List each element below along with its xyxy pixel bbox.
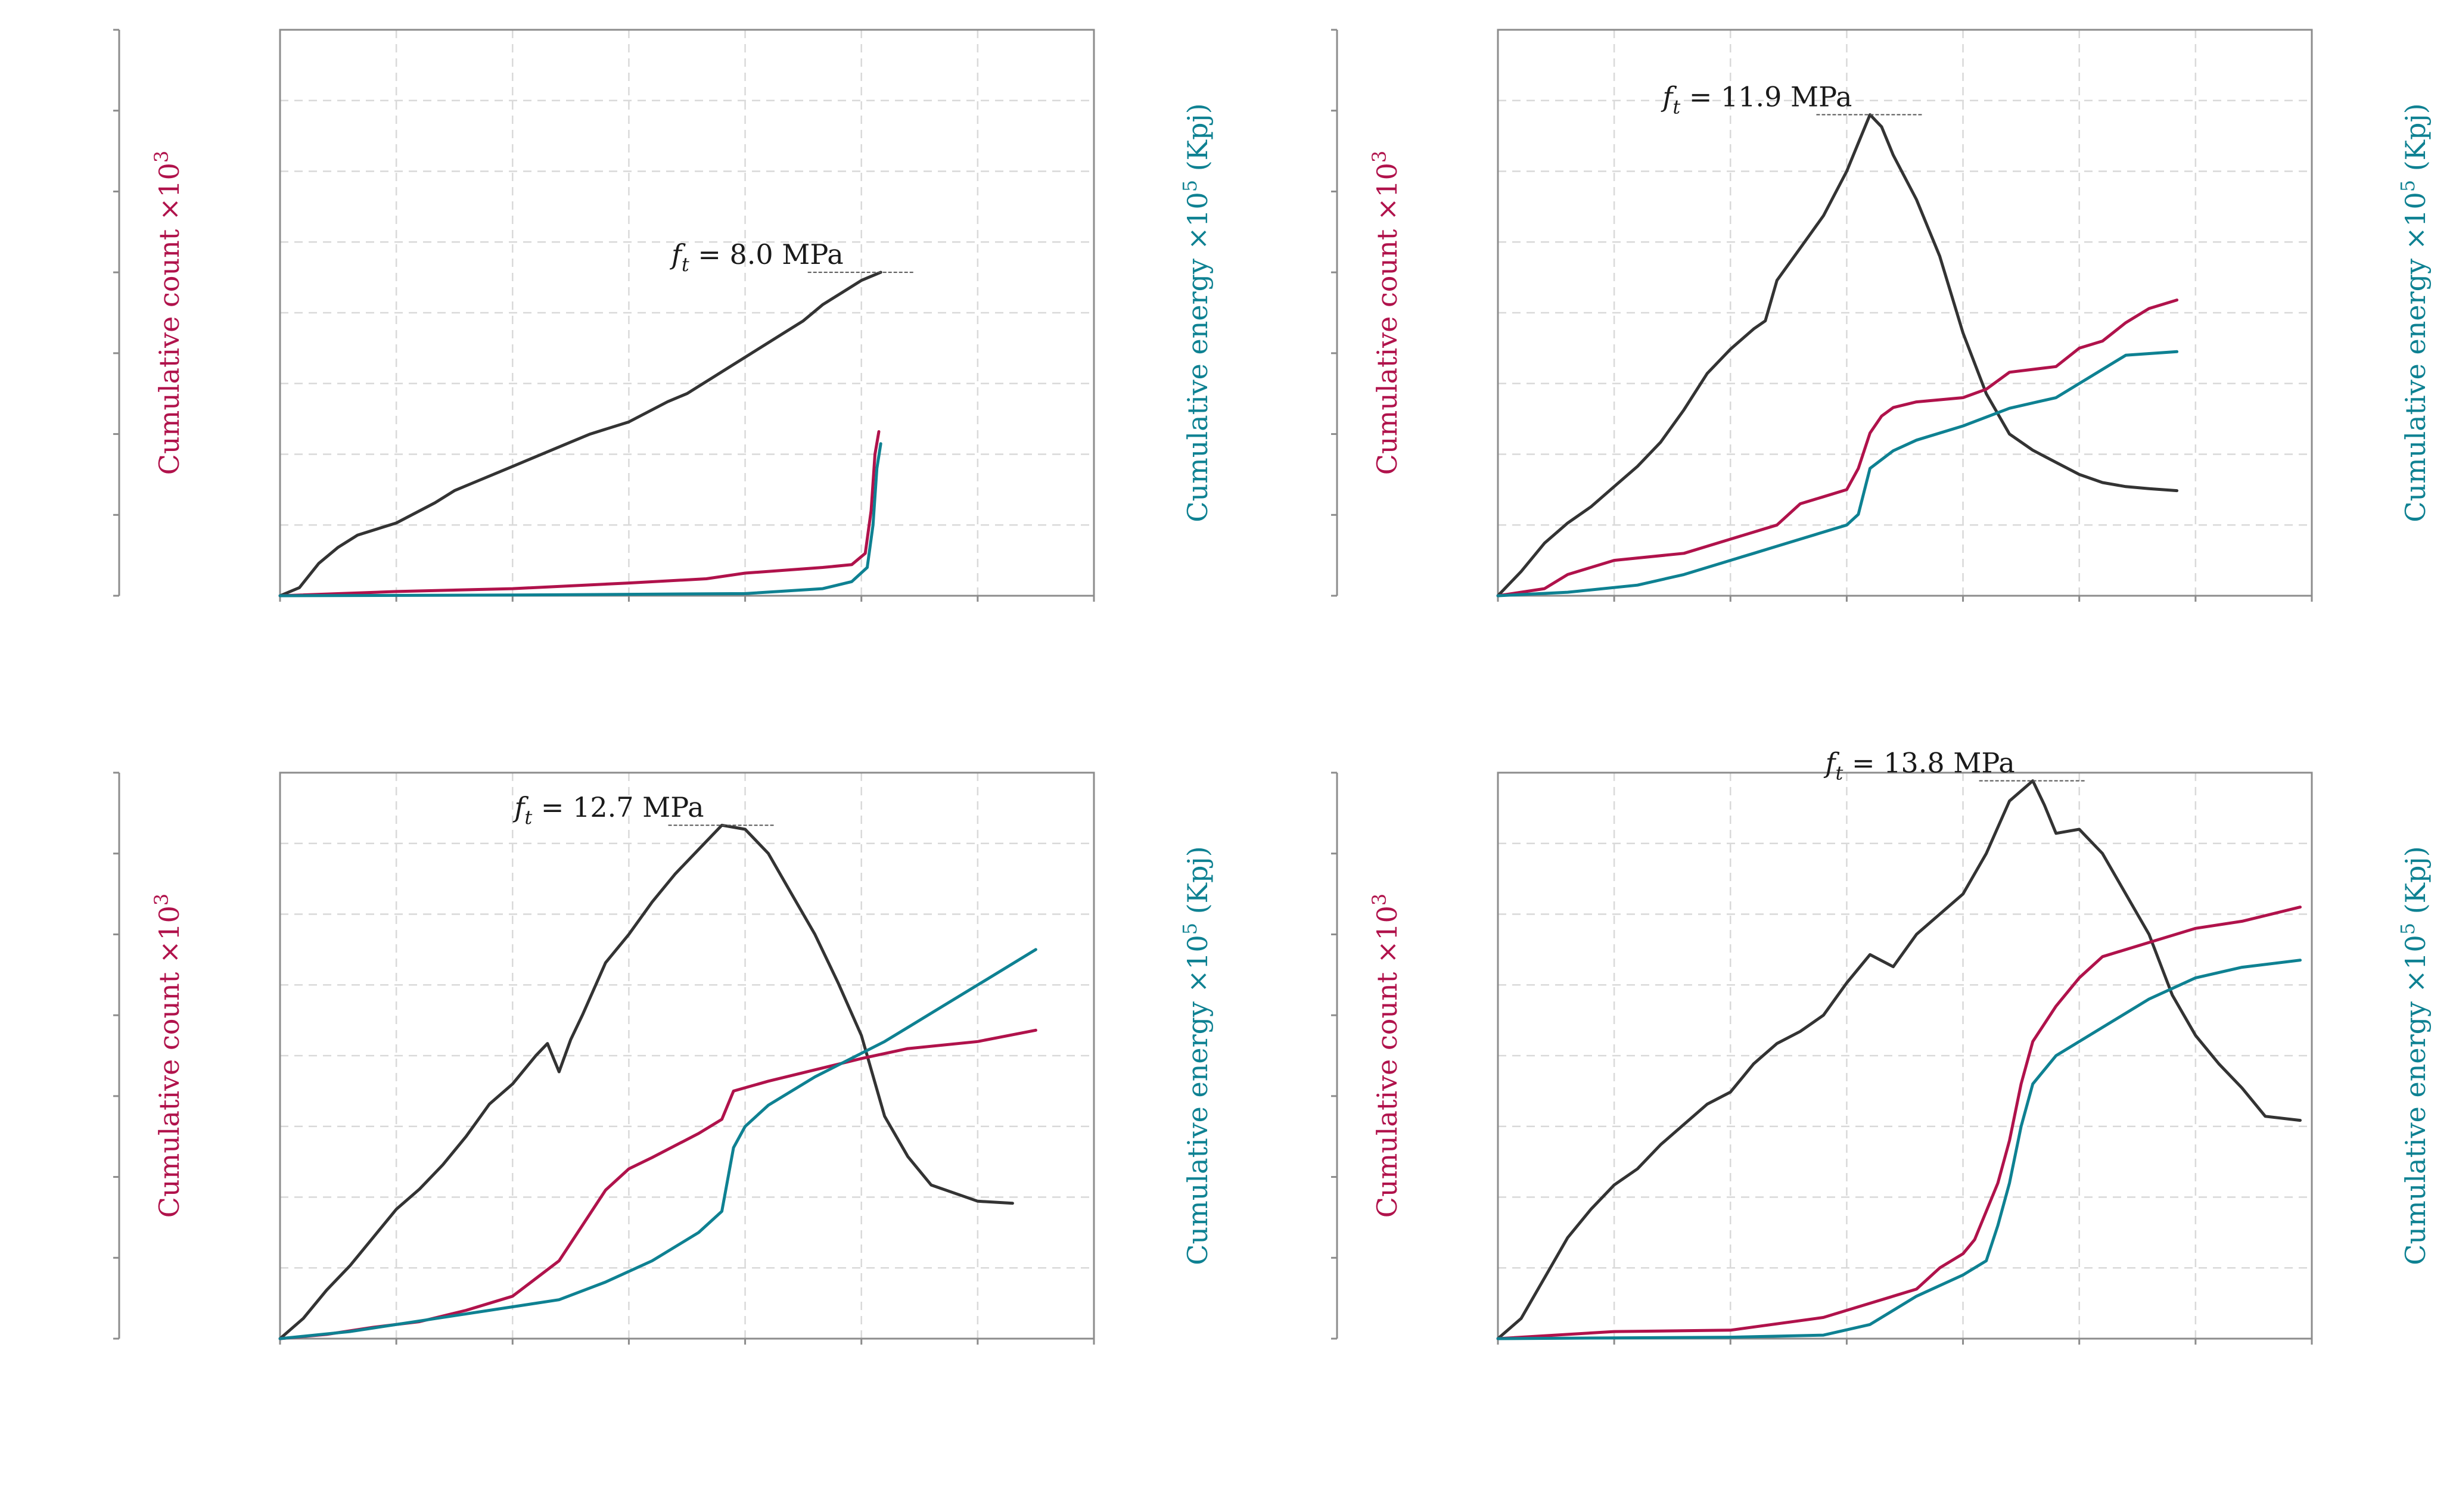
count-axis-label: Cumulative count ×103	[150, 894, 185, 1218]
count-axis-label: Cumulative count ×103	[150, 151, 185, 475]
peak-stress-annotation: ft = 13.8 MPa	[1824, 747, 2015, 785]
chart-panel-c: Cumulative count ×103 Cumulative energy ×…	[113, 771, 1214, 1345]
energy-axis-label: Cumulative energy ×105 (Kpj)	[1179, 846, 1214, 1265]
series-line-count	[278, 430, 881, 598]
count-axis-label: Cumulative count ×103	[1368, 894, 1403, 1218]
chart-panel-d: Cumulative count ×103 Cumulative energy ×…	[1331, 747, 2432, 1345]
chart-panel-b: Cumulative count ×103 Cumulative energy ×…	[1331, 29, 2432, 602]
plot-frame	[1497, 771, 2313, 1340]
series-line-count	[1496, 298, 2179, 598]
series-line-energy	[1496, 350, 2179, 598]
plot-frame	[279, 771, 1095, 1340]
series-line-stress	[278, 270, 882, 598]
series-line-count	[1496, 906, 2302, 1340]
series-line-stress	[1496, 113, 2179, 598]
series-line-energy	[1496, 959, 2302, 1340]
count-axis-label: Cumulative count ×103	[1368, 151, 1403, 475]
series-line-count	[278, 1028, 1037, 1340]
energy-axis-label: Cumulative energy ×105 (Kpj)	[2396, 846, 2432, 1265]
chart-panel-a: Cumulative count ×103 Cumulative energy ×…	[113, 29, 1214, 602]
peak-stress-annotation: ft = 12.7 MPa	[512, 791, 704, 829]
plot-frame	[279, 29, 1095, 597]
peak-stress-annotation: ft = 11.9 MPa	[1661, 81, 1852, 119]
energy-axis-label: Cumulative energy ×105 (Kpj)	[1179, 103, 1214, 522]
plot-frame	[1497, 29, 2313, 597]
peak-stress-annotation: ft = 8.0 MPa	[670, 238, 844, 276]
energy-axis-label: Cumulative energy ×105 (Kpj)	[2396, 103, 2432, 522]
series-line-stress	[278, 823, 1014, 1340]
series-line-stress	[1496, 779, 2302, 1340]
series-line-energy	[278, 442, 882, 598]
series-line-energy	[278, 948, 1037, 1340]
